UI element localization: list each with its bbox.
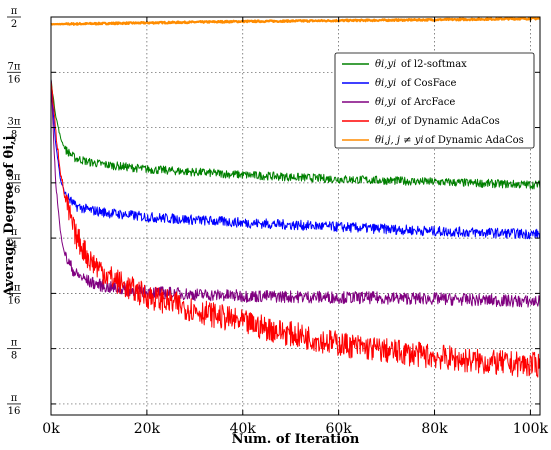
y-tick-numerator: 3π <box>8 117 21 128</box>
y-tick-denominator: 16 <box>8 406 21 417</box>
series-line-1 <box>50 78 541 240</box>
legend-symbol: θi,yi <box>375 97 396 108</box>
legend-label: of Dynamic AdaCos <box>425 135 524 146</box>
y-tick-numerator: π <box>11 6 18 17</box>
x-tick-label: 80k <box>421 421 448 437</box>
legend: θi,yi of l2-softmax θi,yi of CosFace θi,yi of… <box>334 52 535 149</box>
y-tick-numerator: π <box>11 338 18 349</box>
series-layer <box>50 16 541 378</box>
legend-box <box>334 52 535 149</box>
x-axis-title: Num. of Iteration <box>232 432 360 447</box>
y-tick-numerator: 7π <box>8 61 21 72</box>
x-tick-label: 0k <box>42 421 60 437</box>
series-line-4 <box>50 16 541 26</box>
y-tick-denominator: 16 <box>8 74 21 85</box>
series-line-0 <box>50 79 541 190</box>
y-tick-label: π8 <box>7 338 21 362</box>
y-tick-numerator: 3π <box>8 282 21 293</box>
series-line-3 <box>50 80 541 378</box>
x-tick-labels: 0k 20k 40k 60k 80k 100k <box>42 421 548 437</box>
legend-symbol: θi,j, j ≠ yi <box>375 135 424 146</box>
y-tick-numerator: π <box>11 393 18 404</box>
ticks <box>50 16 540 415</box>
y-tick-label: π 16 <box>7 393 21 417</box>
y-tick-label: π4 <box>7 227 21 251</box>
x-tick-label: 100k <box>513 421 549 437</box>
y-tick-denominator: 16 <box>8 185 21 196</box>
y-tick-numerator: π <box>11 227 18 238</box>
y-tick-label: 3π8 <box>7 117 21 141</box>
series-line-2 <box>50 79 541 308</box>
grid <box>51 17 540 415</box>
y-tick-denominator: 2 <box>11 19 17 30</box>
y-tick-denominator: 4 <box>11 240 17 251</box>
legend-symbol: θi,yi <box>375 116 396 127</box>
y-tick-denominator: 8 <box>11 351 17 362</box>
legend-label: of Dynamic AdaCos <box>401 116 500 127</box>
y-axis-title: Average Degree of θi,j <box>2 136 17 298</box>
y-tick-numerator: 5π <box>8 172 21 183</box>
y-tick-denominator: 16 <box>8 295 21 306</box>
legend-label: of l2-softmax <box>401 59 467 70</box>
legend-symbol: θi,yi <box>375 59 396 70</box>
x-tick-label: 20k <box>134 421 161 437</box>
legend-symbol: θi,yi <box>375 78 396 89</box>
legend-label: of ArcFace <box>401 97 455 108</box>
y-tick-denominator: 8 <box>11 130 17 141</box>
legend-label: of CosFace <box>401 78 457 89</box>
x-tick-label: 40k <box>230 421 257 437</box>
plot-area-frame <box>50 16 541 416</box>
x-tick-label: 60k <box>325 421 352 437</box>
y-tick-label: π2 <box>7 6 21 30</box>
